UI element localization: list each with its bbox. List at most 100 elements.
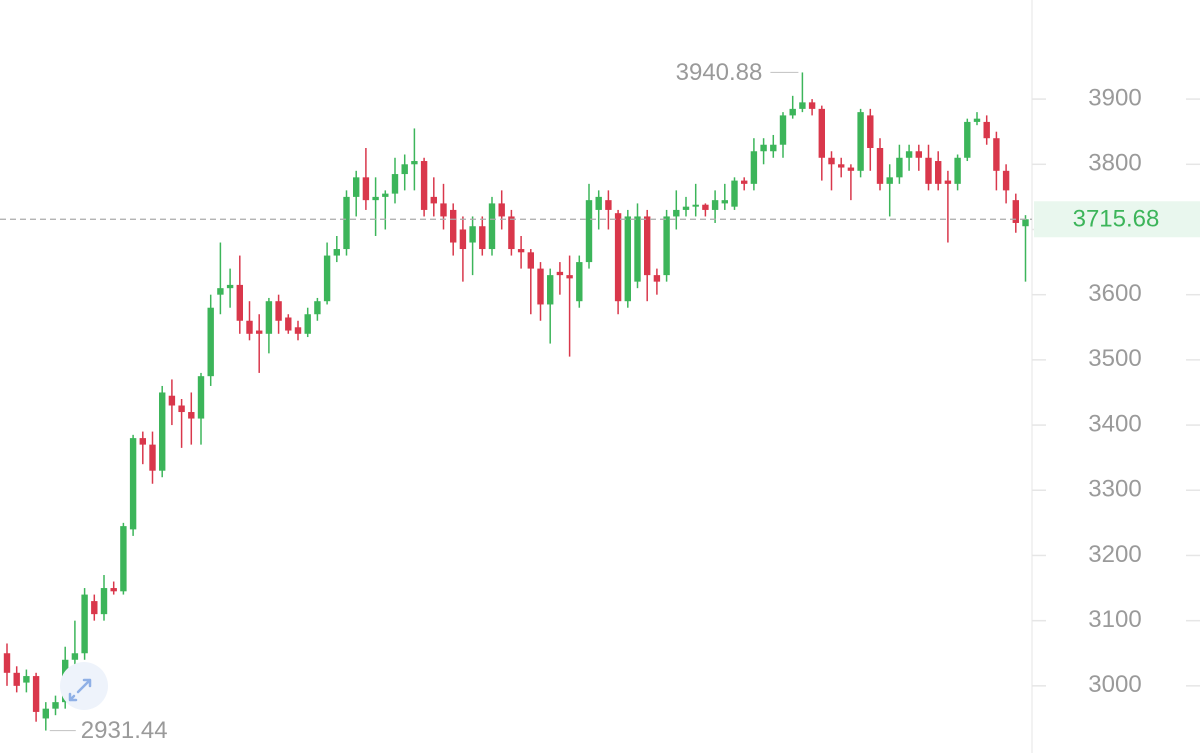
candle-body — [750, 151, 758, 184]
candle-body — [168, 395, 176, 406]
candle-body — [420, 161, 428, 210]
candle-body — [721, 200, 728, 204]
candle-body — [343, 196, 350, 250]
candle-body — [935, 161, 942, 184]
candle-body — [100, 588, 108, 615]
candle-body — [1002, 170, 1010, 191]
candle-body — [469, 226, 476, 243]
candle-body — [52, 702, 59, 709]
candle-body — [3, 653, 11, 673]
candle-body — [653, 275, 661, 282]
candle-body — [702, 204, 709, 210]
candle-body — [692, 204, 699, 207]
candle-body — [149, 444, 156, 471]
candle-body — [333, 249, 340, 256]
candle-body — [556, 271, 564, 276]
candle-body — [411, 161, 418, 165]
candle-body — [741, 180, 748, 184]
candle-body — [285, 317, 292, 331]
candle-body — [838, 164, 845, 168]
candle-body — [847, 167, 855, 171]
y-tick-label: 3800 — [1088, 150, 1141, 177]
candle-body — [605, 200, 612, 210]
candle-body — [508, 216, 515, 250]
candle-body — [779, 115, 787, 145]
y-tick-label: 3300 — [1088, 476, 1141, 503]
candle-body — [353, 177, 360, 197]
candle-body — [256, 330, 263, 334]
candle-body — [614, 213, 622, 302]
candle-body — [731, 180, 738, 207]
candle-body — [1022, 219, 1029, 227]
candle-body — [789, 108, 796, 116]
candle-body — [120, 526, 127, 592]
candle-body — [314, 301, 321, 315]
y-tick-label: 3200 — [1088, 541, 1141, 568]
candle-body — [886, 177, 893, 184]
candle-body — [197, 376, 205, 419]
expand-icon-arrows — [68, 678, 92, 702]
candle-body — [964, 121, 971, 158]
candle-body — [13, 672, 20, 686]
candle-body — [139, 438, 146, 445]
candle-body — [634, 216, 641, 282]
candle-body — [382, 193, 389, 197]
candle-body — [954, 157, 961, 184]
candle-body — [479, 226, 486, 250]
y-tick-label: 3000 — [1088, 671, 1141, 698]
candle-body — [91, 601, 98, 615]
candle-body — [71, 653, 79, 660]
current-price-label: 3715.68 — [1073, 206, 1160, 233]
candle-body — [915, 151, 922, 158]
candle-body — [459, 229, 467, 250]
candle-body — [517, 249, 525, 253]
candle-body — [110, 588, 117, 592]
candle-body — [265, 301, 273, 334]
candle-body — [595, 196, 602, 210]
candle-body — [537, 268, 544, 305]
candle-body — [362, 177, 370, 201]
candle-body — [527, 252, 534, 269]
candle-body — [401, 164, 408, 175]
candle-body — [585, 200, 593, 263]
candle-body — [867, 115, 874, 148]
candle-body — [323, 255, 331, 302]
candle-body — [294, 327, 302, 334]
candle-body — [925, 157, 932, 184]
candle-body — [576, 262, 583, 302]
candle-body — [129, 438, 137, 530]
candle-body — [896, 157, 903, 178]
candle-body — [430, 196, 437, 204]
candle-body — [23, 676, 30, 683]
candle-body — [983, 121, 990, 139]
y-tick-label: 3600 — [1088, 280, 1141, 307]
candle-body — [673, 209, 680, 217]
candle-body — [246, 320, 253, 334]
candle-body — [391, 174, 399, 194]
expand-icon[interactable] — [60, 662, 108, 710]
candle-body — [808, 102, 816, 109]
candle-body — [547, 275, 554, 305]
candle-body — [711, 200, 719, 210]
candle-body — [42, 708, 49, 719]
candle-body — [1012, 200, 1019, 223]
candle-body — [188, 412, 195, 419]
candle-body — [226, 284, 234, 289]
candle-body — [770, 144, 777, 152]
candle-body — [207, 307, 214, 377]
candle-body — [799, 102, 806, 109]
candle-body — [905, 151, 913, 158]
candle-body — [372, 196, 379, 201]
candle-body — [236, 284, 243, 321]
candle-body — [760, 144, 767, 152]
candle-body — [993, 138, 1000, 171]
candle-body — [498, 203, 505, 217]
min-label: 2931.44 — [81, 717, 168, 744]
candle-body — [828, 157, 835, 165]
candle-body — [275, 301, 282, 321]
y-tick-label: 3500 — [1088, 345, 1141, 372]
candle-body — [217, 288, 224, 295]
candle-body — [973, 118, 981, 122]
candle-body — [624, 216, 631, 302]
